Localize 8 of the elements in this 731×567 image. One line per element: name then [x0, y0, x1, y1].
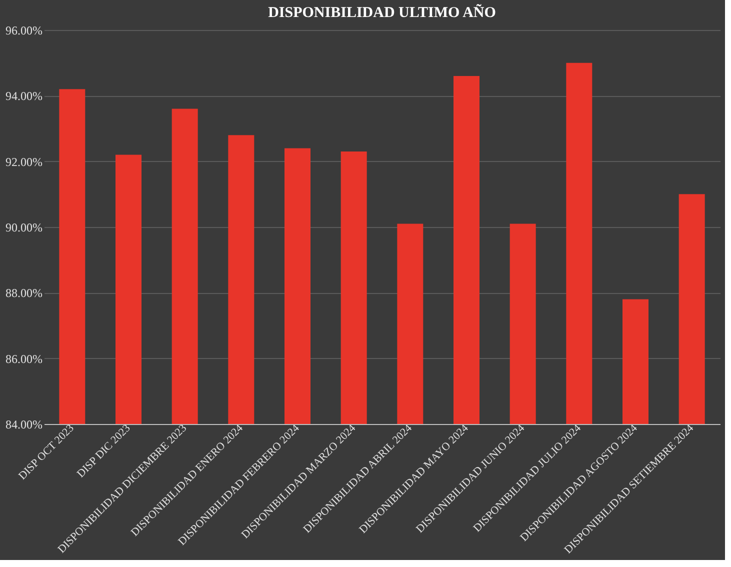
- y-tick-label: 90.00%: [6, 220, 42, 234]
- y-tick-label: 96.00%: [6, 24, 42, 38]
- y-tick-label: 92.00%: [6, 154, 42, 169]
- y-tick-label: 88.00%: [6, 286, 42, 300]
- y-tick-label: 86.00%: [6, 352, 42, 366]
- y-tick-label: 94.00%: [6, 89, 42, 104]
- y-tick-label: 84.00%: [6, 418, 42, 432]
- chart-title: DISPONIBILIDAD ULTIMO AÑO: [268, 4, 496, 21]
